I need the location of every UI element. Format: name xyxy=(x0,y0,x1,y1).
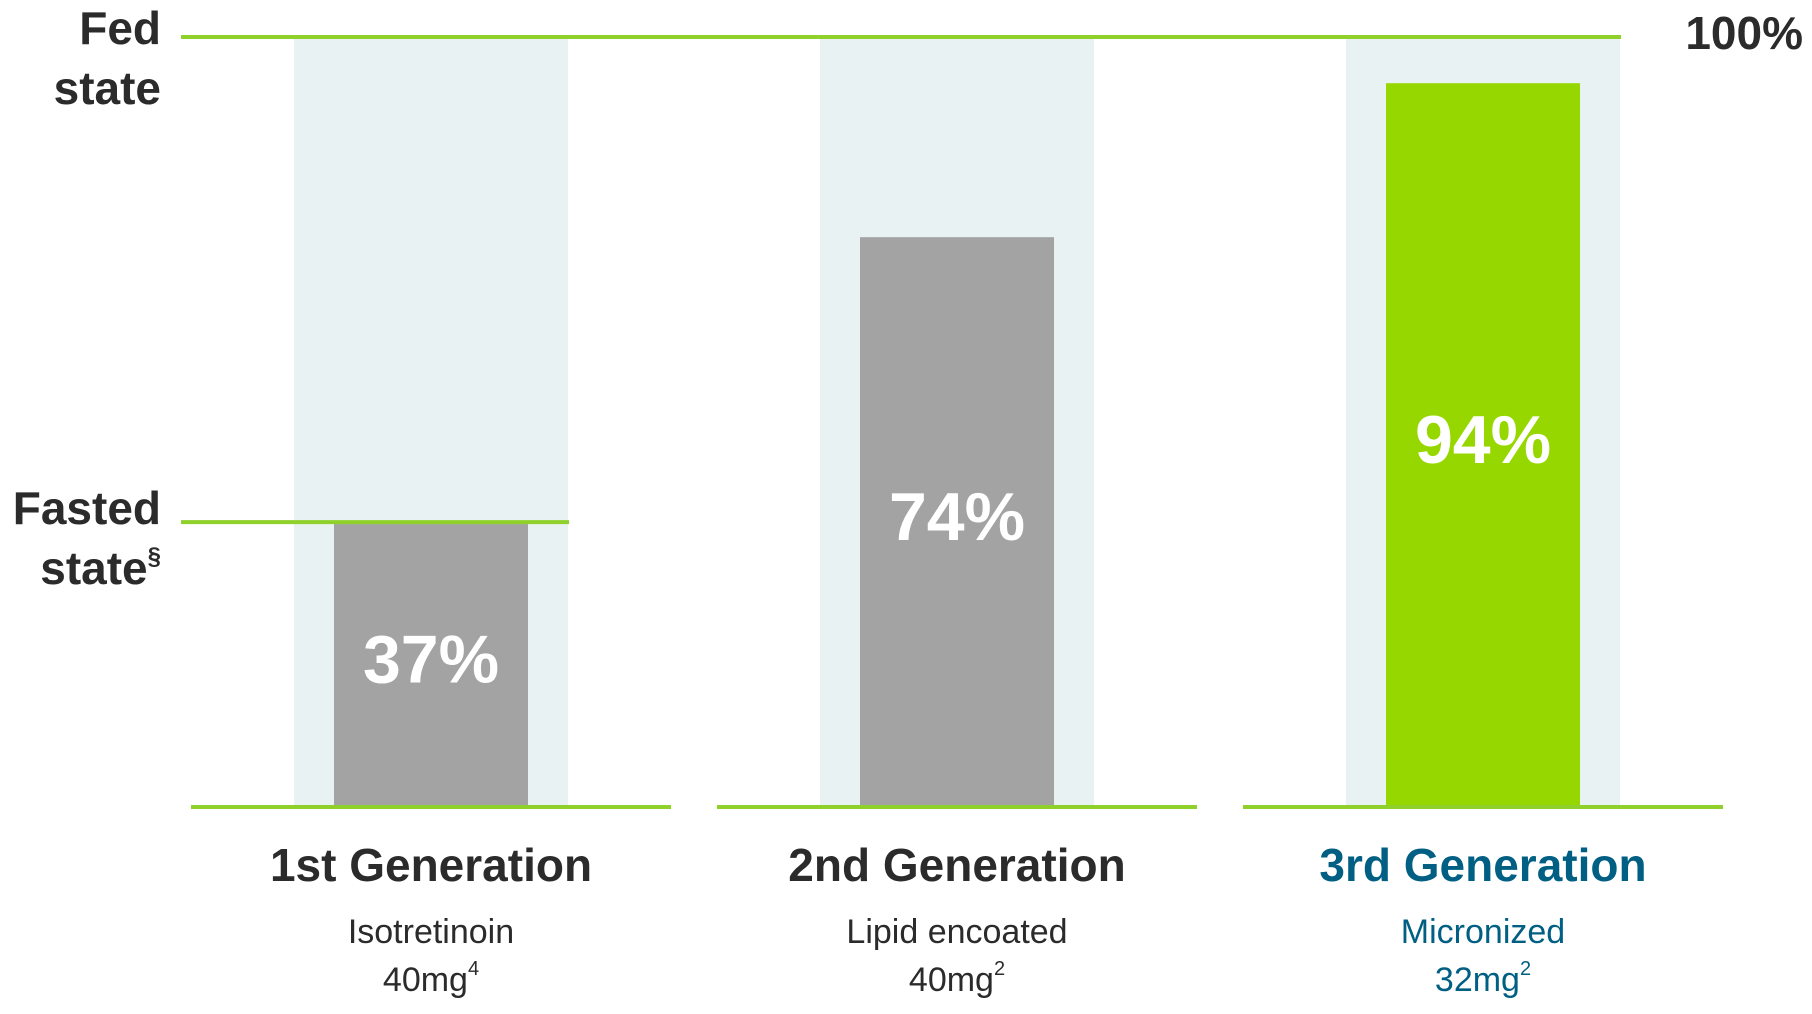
category-label: 1st Generation xyxy=(270,839,592,891)
value-label: 94% xyxy=(1415,402,1551,478)
reference-label-text: state xyxy=(54,62,161,114)
category-label: 3rd Generation xyxy=(1319,839,1646,891)
description-text: 40mg xyxy=(383,961,468,999)
category-description: Lipid encoated xyxy=(846,913,1067,951)
description-text: Isotretinoin xyxy=(348,913,514,951)
superscript: 4 xyxy=(468,958,479,980)
category-description: Micronized xyxy=(1401,913,1565,951)
description-text: 32mg xyxy=(1435,961,1520,999)
superscript: 2 xyxy=(1520,958,1531,980)
reference-label: state§ xyxy=(40,542,161,594)
bar xyxy=(334,522,528,807)
reference-label: state xyxy=(54,62,161,114)
reference-label-text: Fed xyxy=(79,2,161,54)
reference-label: Fasted xyxy=(13,482,161,534)
category-label: 2nd Generation xyxy=(788,839,1125,891)
category-description: Isotretinoin xyxy=(348,913,514,951)
description-text: Micronized xyxy=(1401,913,1565,951)
y-tick-label: 100% xyxy=(1685,7,1803,59)
reference-label: Fed xyxy=(79,2,161,54)
description-text: 40mg xyxy=(909,961,994,999)
category-description: 32mg2 xyxy=(1435,958,1531,999)
value-label: 74% xyxy=(889,479,1025,555)
category-description: 40mg2 xyxy=(909,958,1005,999)
reference-label-text: Fasted xyxy=(13,482,161,534)
reference-label-text: state xyxy=(40,542,147,594)
description-text: Lipid encoated xyxy=(846,913,1067,951)
bar xyxy=(1386,83,1580,807)
bar xyxy=(860,237,1054,807)
category-description: 40mg4 xyxy=(383,958,479,999)
superscript: 2 xyxy=(994,958,1005,980)
value-label: 37% xyxy=(363,622,499,698)
superscript: § xyxy=(148,543,161,570)
